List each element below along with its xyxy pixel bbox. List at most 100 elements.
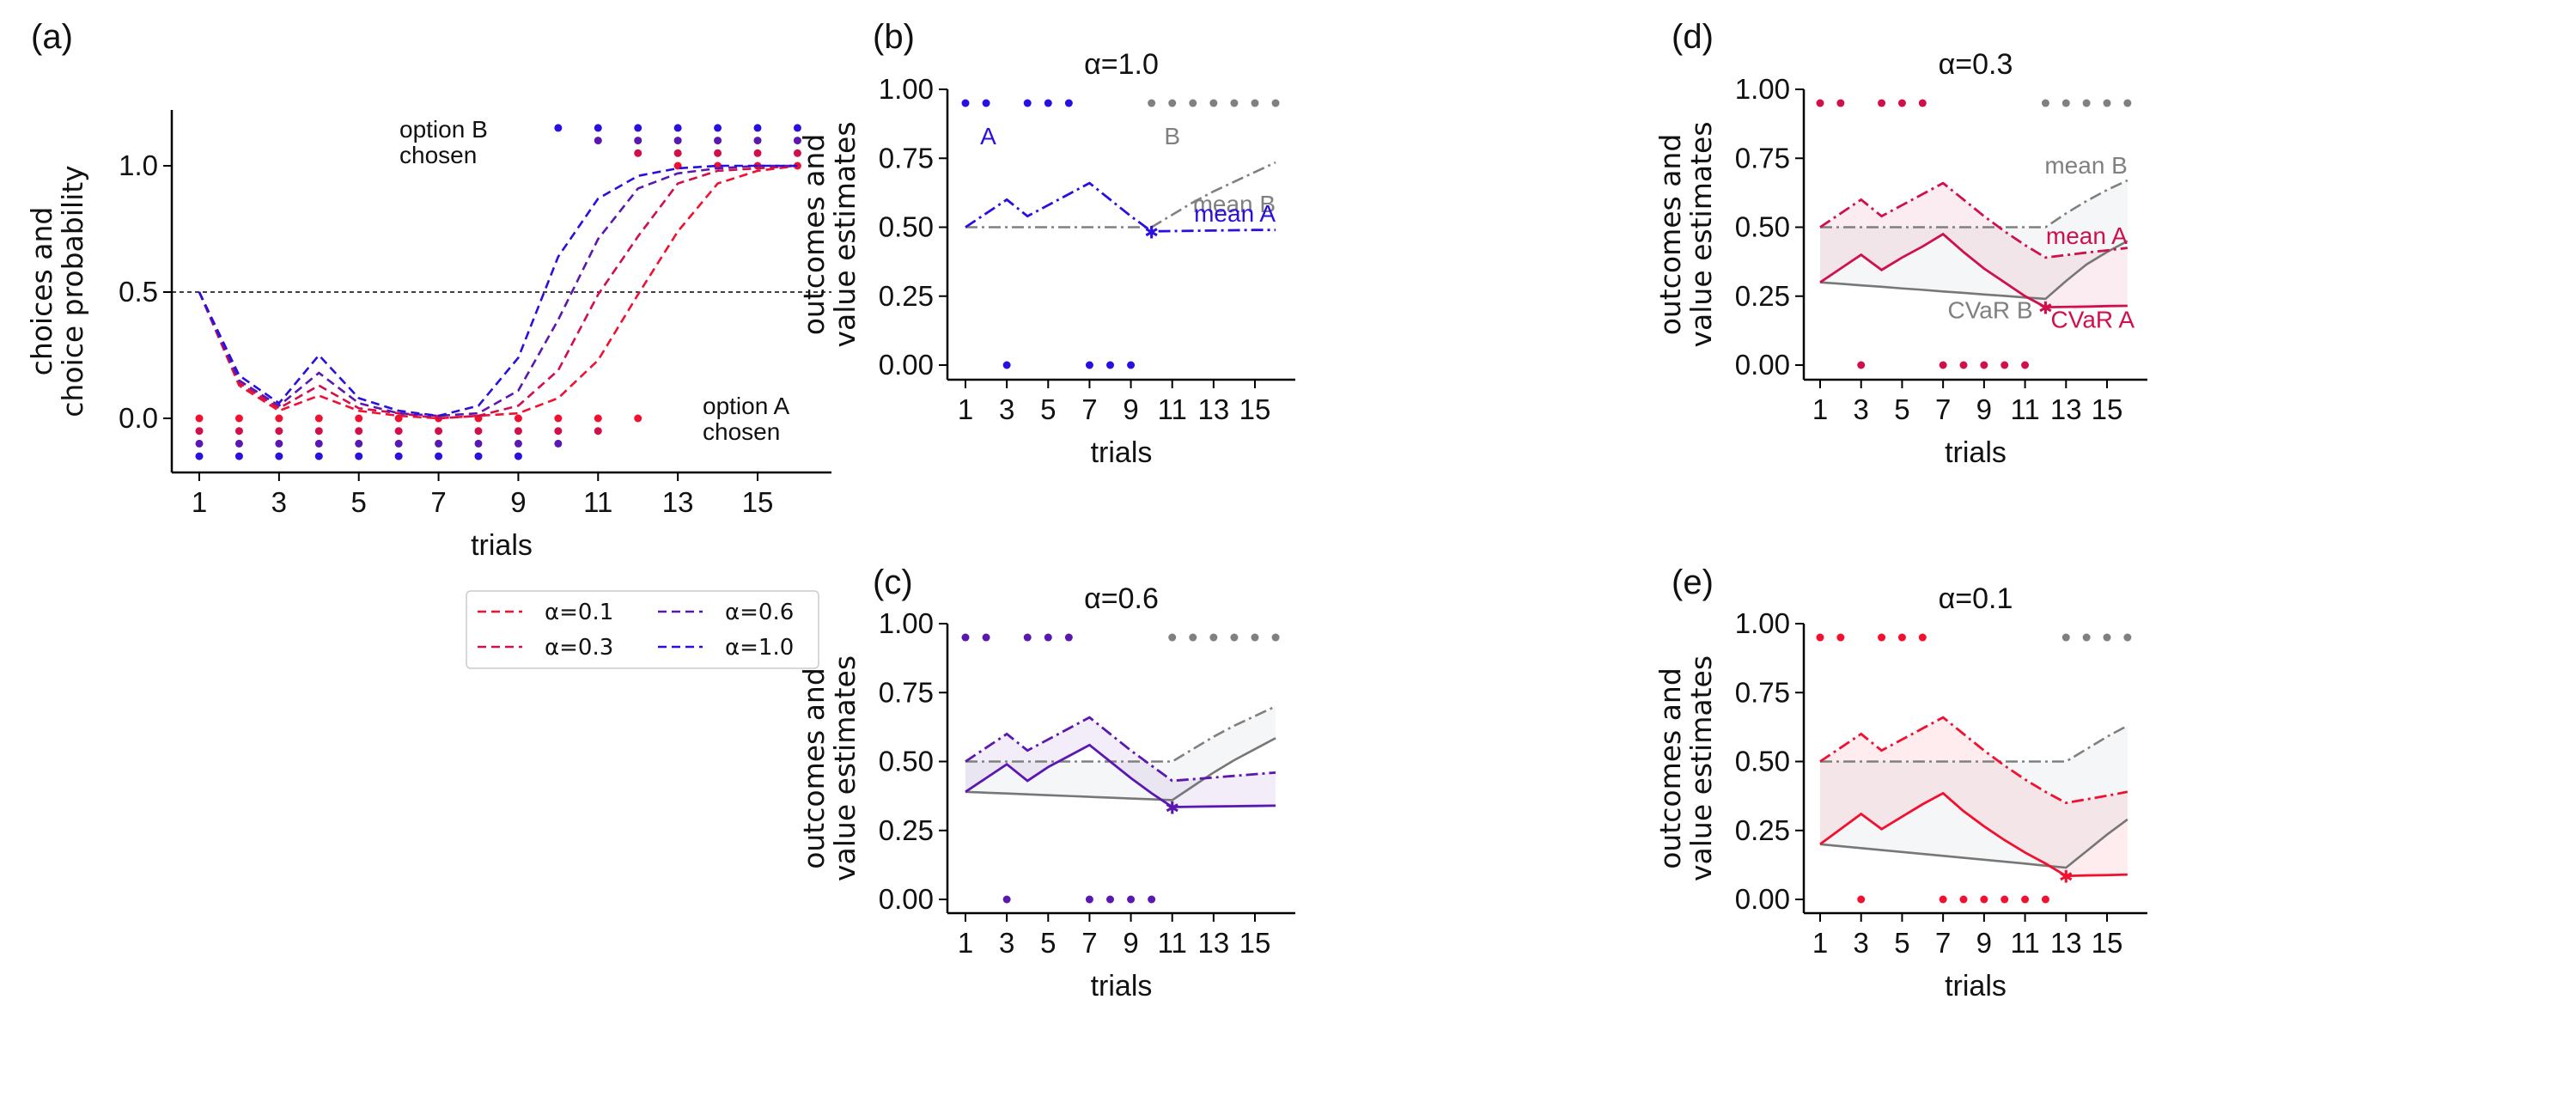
x-tick-label: 5 <box>1894 393 1909 425</box>
panel-label-c: (c) <box>873 564 913 601</box>
shade-option-a <box>965 717 1276 807</box>
x-tick-label: 5 <box>1040 927 1056 959</box>
mean-b-line <box>1820 724 2128 763</box>
outcome-dot-a <box>1857 361 1866 369</box>
outcome-dot-a <box>982 99 990 107</box>
y-tick-label: 0.50 <box>1735 746 1790 777</box>
outcome-dot-a <box>2001 895 2009 904</box>
outcome-dot-a <box>1878 633 1886 642</box>
outcome-dot-a <box>1918 99 1927 107</box>
outcome-dot-a <box>1939 361 1947 369</box>
legend-label-alpha_1.0: α=1.0 <box>725 635 794 661</box>
legend-label-alpha_0.6: α=0.6 <box>725 600 794 625</box>
choice-dot-alpha_1.0 <box>793 124 801 132</box>
panel-label-b: (b) <box>873 18 915 56</box>
y-tick-label: 1.00 <box>879 73 934 105</box>
panel-title: α=0.3 <box>1939 48 2013 81</box>
outcome-dot-b <box>1251 633 1259 642</box>
y-tick-label: 0.75 <box>1735 142 1790 174</box>
outcome-dot-b <box>2082 633 2091 642</box>
label-b: B <box>1164 123 1180 149</box>
x-tick-label: 11 <box>2010 927 2039 959</box>
shade-option-a <box>1820 183 2128 308</box>
switch-marker: ✱ <box>1144 222 1159 242</box>
choice-dot-alpha_1.0 <box>394 452 403 460</box>
outcome-dot-b <box>2082 99 2091 107</box>
x-tick-label: 3 <box>999 927 1014 959</box>
y-tick-label: 0.75 <box>1735 676 1790 708</box>
panel-d: 1 3 5 7 9 11 13 150.000.250.500.751.00trialsout… <box>1653 48 2147 469</box>
cvar-a-line <box>1819 791 2128 878</box>
outcome-dot-a <box>1836 633 1845 642</box>
outcome-dot-a <box>2021 895 2030 904</box>
panel-label-d: (d) <box>1672 18 1714 56</box>
x-tick-label: 3 <box>999 393 1014 425</box>
mean-a-line <box>965 716 1276 783</box>
x-tick-label: 13 <box>2050 927 2082 959</box>
x-tick-label: 13 <box>1197 927 1229 959</box>
choice-dot-alpha_0.1 <box>195 414 204 423</box>
choice-prob-line-alpha_0.3 <box>198 164 798 420</box>
choice-dot-alpha_0.6 <box>394 439 403 448</box>
x-tick-label: 1 <box>1812 393 1828 425</box>
choice-prob-line-alpha_0.1 <box>198 164 798 420</box>
x-tick-label: 7 <box>430 486 446 518</box>
outcome-dot-a <box>1044 99 1052 107</box>
x-tick-label: 15 <box>1239 393 1271 425</box>
mean-a-line <box>1819 716 2128 805</box>
x-tick-label: 11 <box>1158 927 1187 959</box>
x-axis-title: trials <box>1091 970 1153 1002</box>
choice-dot-alpha_0.1 <box>514 414 522 423</box>
panel-e: 1 3 5 7 9 11 13 150.000.250.500.751.00trialsout… <box>1653 582 2147 1002</box>
y-axis-title-line: choice probability <box>56 165 89 417</box>
x-tick-label: 7 <box>1081 927 1097 959</box>
outcome-dot-a <box>982 633 990 642</box>
x-tick-label: 7 <box>1081 393 1097 425</box>
cvar-b-line <box>965 737 1276 801</box>
choice-dot-alpha_0.1 <box>314 414 323 423</box>
outcome-dot-a <box>1897 99 1906 107</box>
outcome-dot-b <box>1230 99 1239 107</box>
outcome-dot-b <box>2103 99 2111 107</box>
outcome-dot-b <box>1189 633 1197 642</box>
y-axis-title: outcomes andvalue estimates <box>1653 655 1718 881</box>
mean-a-line <box>1819 181 2128 259</box>
choice-dot-alpha_0.6 <box>195 439 204 448</box>
y-axis-title-line: value estimates <box>1684 121 1718 347</box>
outcome-dot-a <box>2021 361 2030 369</box>
choice-dot-alpha_0.6 <box>514 439 522 448</box>
x-tick-label: 9 <box>1976 393 1992 425</box>
choice-dot-alpha_0.6 <box>435 439 443 448</box>
choice-dot-alpha_1.0 <box>514 452 522 460</box>
outcome-dot-a <box>1897 633 1906 642</box>
choice-dot-alpha_1.0 <box>435 452 443 460</box>
outcome-dot-a <box>1023 99 1032 107</box>
x-tick-label: 7 <box>1935 393 1951 425</box>
cvar-a-line <box>1819 232 2128 308</box>
x-tick-label: 15 <box>742 486 774 518</box>
y-tick-label: 0.5 <box>119 276 158 308</box>
outcome-dot-a <box>1980 361 1988 369</box>
shade-option-a <box>1820 717 2128 876</box>
outcome-dot-b <box>2041 99 2049 107</box>
outcome-dot-a <box>1980 895 1988 904</box>
y-tick-label: 1.0 <box>119 149 158 181</box>
y-tick-label: 0.00 <box>879 883 934 915</box>
outcome-dot-a <box>1816 99 1824 107</box>
outcome-dot-b <box>1271 99 1280 107</box>
outcome-dot-a <box>2001 361 2009 369</box>
outcome-dot-a <box>1044 633 1052 642</box>
x-tick-label: 11 <box>1158 393 1187 425</box>
mean-b-line <box>965 705 1276 763</box>
choice-dot-alpha_0.1 <box>554 414 563 423</box>
choice-dot-alpha_0.6 <box>474 439 483 448</box>
choice-dot-alpha_0.6 <box>634 137 642 145</box>
outcome-dot-a <box>1959 361 1968 369</box>
x-tick-label: 3 <box>271 486 287 518</box>
x-tick-label: 11 <box>2010 393 2039 425</box>
y-axis-title: outcomes andvalue estimates <box>1653 121 1718 347</box>
label-cvar-b: CVaR B <box>1947 296 2032 323</box>
choice-dot-alpha_0.1 <box>355 414 363 423</box>
y-tick-label: 0.25 <box>879 814 934 846</box>
